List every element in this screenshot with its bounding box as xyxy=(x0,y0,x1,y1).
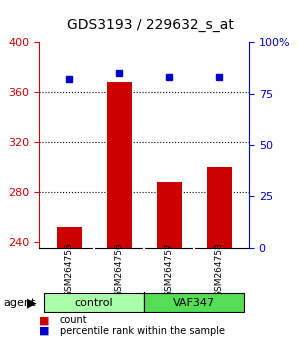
Text: GSM264758: GSM264758 xyxy=(214,242,224,297)
Bar xyxy=(206,167,232,248)
Text: GSM264756: GSM264756 xyxy=(115,242,124,297)
Text: ■: ■ xyxy=(39,326,50,336)
Text: percentile rank within the sample: percentile rank within the sample xyxy=(60,326,225,336)
Text: count: count xyxy=(60,315,88,325)
Bar xyxy=(56,227,82,248)
Bar xyxy=(157,182,181,248)
FancyBboxPatch shape xyxy=(144,293,244,312)
Text: agent: agent xyxy=(3,298,35,308)
Text: ▶: ▶ xyxy=(27,296,37,309)
Text: VAF347: VAF347 xyxy=(173,298,215,308)
Text: GSM264755: GSM264755 xyxy=(64,242,74,297)
Text: ■: ■ xyxy=(39,315,50,325)
Text: GSM264757: GSM264757 xyxy=(164,242,173,297)
Text: GDS3193 / 229632_s_at: GDS3193 / 229632_s_at xyxy=(67,18,233,32)
Bar xyxy=(106,82,131,248)
Text: control: control xyxy=(75,298,113,308)
FancyBboxPatch shape xyxy=(44,293,144,312)
